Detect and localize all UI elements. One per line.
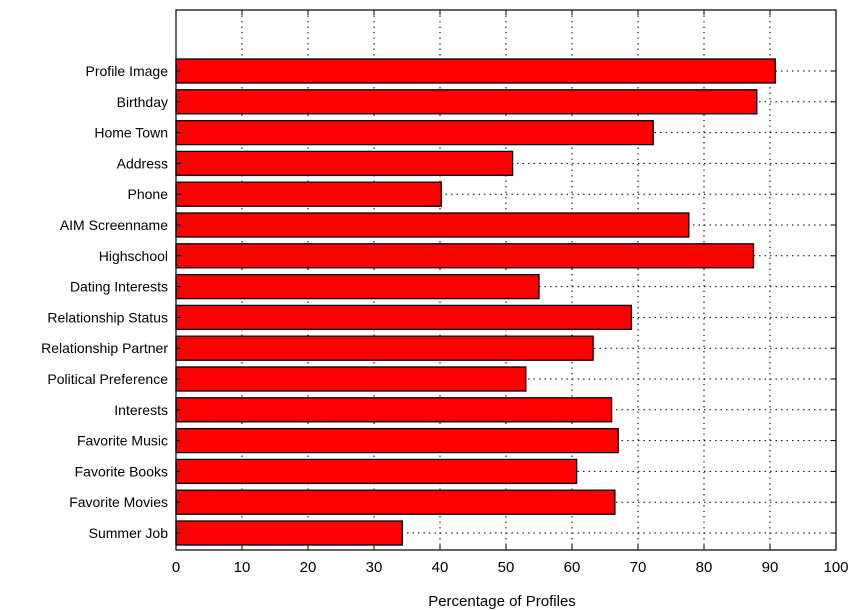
bar <box>175 458 578 485</box>
x-tick-label: 60 <box>564 559 581 576</box>
bar <box>175 89 758 115</box>
category-label: Relationship Status <box>47 309 168 325</box>
bar <box>175 119 654 146</box>
bar <box>175 273 540 300</box>
category-labels: Profile Image Birthday Home Town Address Pho… <box>41 63 168 541</box>
bar <box>175 520 404 546</box>
x-tick-label: 50 <box>498 559 515 576</box>
category-label: AIM Screenname <box>60 217 168 233</box>
bar <box>175 489 616 515</box>
bar <box>175 335 594 361</box>
category-label: Favorite Movies <box>69 494 168 510</box>
x-tick-label: 20 <box>300 559 317 576</box>
category-label: Address <box>117 155 168 171</box>
x-tick-label: 0 <box>172 559 180 576</box>
category-label: Phone <box>128 186 169 202</box>
x-axis-title: Percentage of Profiles <box>428 593 576 610</box>
bars <box>175 58 776 546</box>
category-label: Home Town <box>94 125 168 141</box>
category-label: Favorite Books <box>75 463 168 479</box>
bar <box>175 427 619 454</box>
x-tick-label: 10 <box>234 559 251 576</box>
category-label: Political Preference <box>47 371 168 387</box>
category-label: Birthday <box>117 94 168 110</box>
x-tick-label: 70 <box>630 559 647 576</box>
category-label: Relationship Partner <box>41 340 168 356</box>
category-label: Profile Image <box>86 63 169 79</box>
x-tick-label: 100 <box>823 559 848 576</box>
category-label: Favorite Music <box>77 433 168 449</box>
bar <box>175 58 776 84</box>
bar <box>175 181 442 207</box>
category-label: Highschool <box>99 248 168 264</box>
category-label: Interests <box>114 402 168 418</box>
category-label: Dating Interests <box>70 279 168 295</box>
bar <box>175 366 527 392</box>
category-label: Summer Job <box>89 525 169 541</box>
bar <box>175 150 514 177</box>
bar <box>175 397 613 423</box>
bar <box>175 243 755 269</box>
x-tick-label: 40 <box>432 559 449 576</box>
x-tick-label: 80 <box>696 559 713 576</box>
x-axis-ticks: 0 10 20 30 40 50 60 70 80 90 100 <box>172 10 849 576</box>
bar <box>175 212 690 238</box>
x-tick-label: 30 <box>366 559 383 576</box>
x-tick-label: 90 <box>762 559 779 576</box>
bar <box>175 304 633 331</box>
